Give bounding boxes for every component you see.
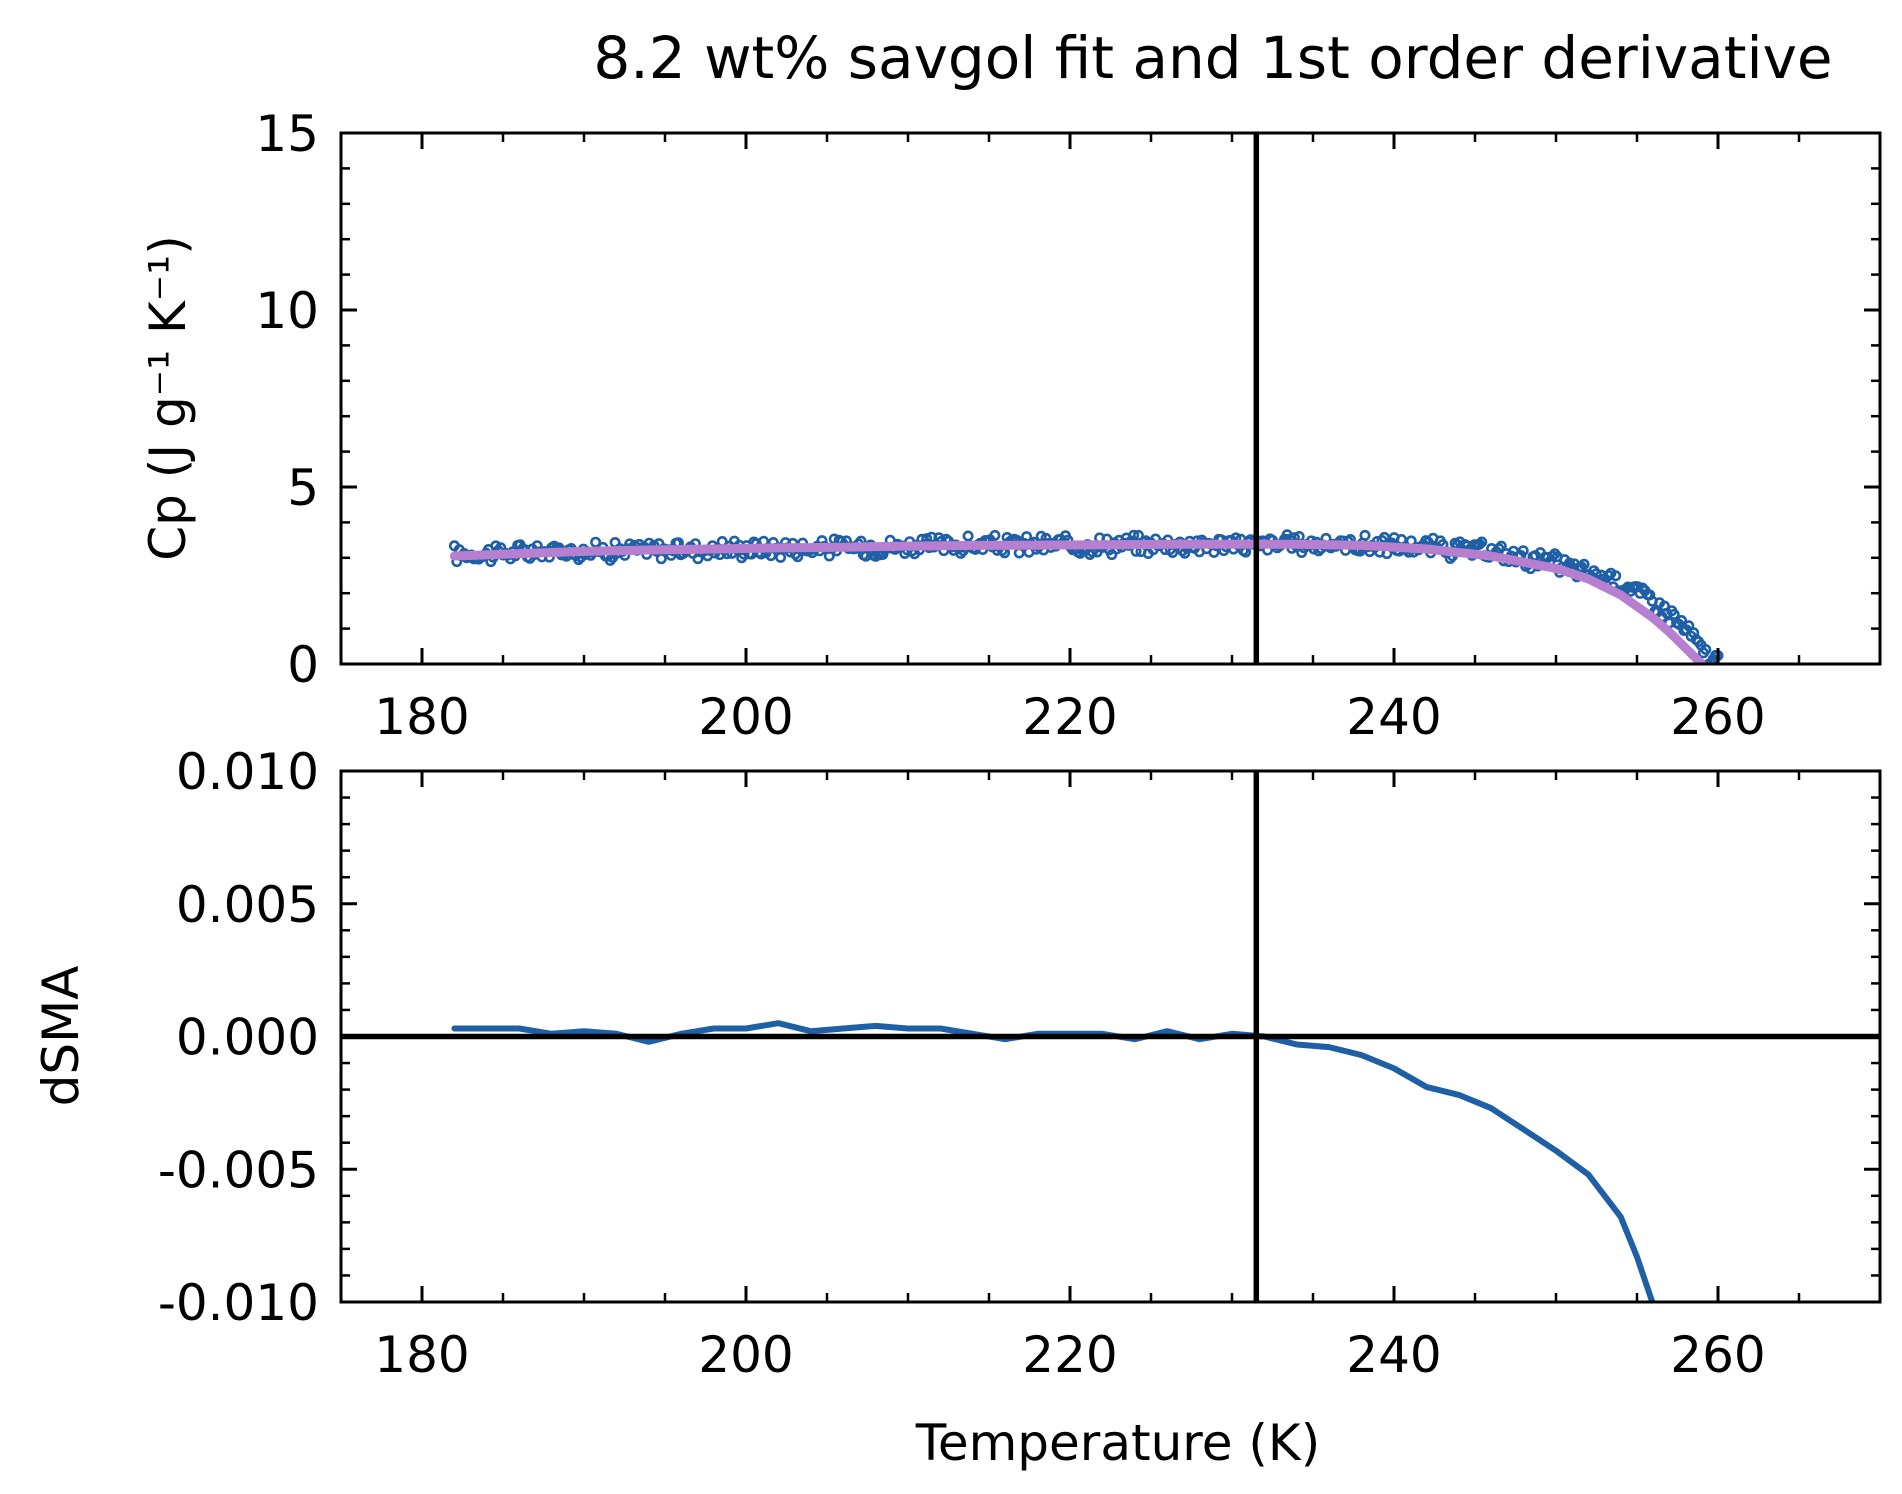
dsma-plot-content — [341, 771, 1880, 1302]
y-tick-label: 15 — [255, 105, 319, 163]
chart-title: 8.2 wt% savgol fit and 1st order derivat… — [593, 24, 1832, 92]
scatter-point — [1133, 529, 1145, 541]
dsma-ticks — [339, 769, 1882, 1304]
dsma-panel: 180 200 220 240 260 -0.010 -0.005 0.000 0.005 0.0… — [32, 743, 1882, 1472]
x-axis-label: Temperature (K) — [915, 1414, 1320, 1472]
x-tick-label: 260 — [1670, 1326, 1765, 1384]
dsma-y-axis-label: dSMA — [32, 966, 90, 1107]
x-tick-label: 220 — [1022, 1326, 1117, 1384]
y-tick-label: -0.010 — [158, 1274, 319, 1332]
cp-ticks — [339, 131, 1882, 666]
x-tick-label: 180 — [374, 688, 469, 746]
scatter-point — [1495, 540, 1507, 552]
x-tick-label: 240 — [1346, 688, 1441, 746]
scatter-point — [1700, 643, 1712, 655]
scatter-point — [1517, 545, 1529, 557]
x-tick-label: 200 — [698, 1326, 793, 1384]
y-tick-label: 0.010 — [176, 743, 319, 801]
x-tick-label: 240 — [1346, 1326, 1441, 1384]
dsma-clipped-area — [451, 1020, 1656, 1302]
x-tick-label: 260 — [1670, 688, 1765, 746]
y-tick-label: -0.005 — [158, 1141, 319, 1199]
y-tick-label: 0.000 — [176, 1009, 319, 1067]
scatter-point — [1359, 529, 1371, 541]
scatter-point — [1378, 531, 1390, 543]
y-tick-label: 5 — [287, 459, 319, 517]
scatter-point — [989, 529, 1001, 541]
x-tick-label: 220 — [1022, 688, 1117, 746]
scatter-point — [655, 553, 667, 565]
scatter-point — [1676, 614, 1688, 626]
scatter-point — [1128, 529, 1140, 541]
dsma-tick-labels: 180 200 220 240 260 -0.010 -0.005 0.000 0.005 0.0… — [158, 743, 1766, 1384]
y-tick-label: 10 — [255, 282, 319, 340]
scatter-point — [1610, 570, 1622, 582]
cp-y-axis-label: Cp (J g⁻¹ K⁻¹) — [139, 235, 197, 561]
scatter-point — [775, 551, 787, 563]
cp-tick-labels: 180 200 220 240 260 0 5 10 15 — [255, 105, 1765, 746]
y-tick-label: 0.005 — [176, 876, 319, 934]
derivative-line — [451, 1020, 1656, 1302]
scatter-point — [1683, 620, 1695, 632]
scatter-point — [1578, 558, 1590, 570]
cp-axes-frame — [339, 131, 1882, 666]
savgol-fit-line — [449, 539, 1707, 664]
cp-clipped-area — [448, 529, 1724, 664]
x-tick-label: 180 — [374, 1326, 469, 1384]
scatter-point — [1476, 536, 1488, 548]
cp-plot-content — [448, 133, 1724, 664]
y-tick-label: 0 — [287, 636, 319, 694]
x-tick-label: 200 — [698, 688, 793, 746]
scatter-point — [962, 530, 974, 542]
cp-panel: 180 200 220 240 260 0 5 10 15 Cp (J g⁻¹ K⁻¹) — [139, 105, 1882, 746]
